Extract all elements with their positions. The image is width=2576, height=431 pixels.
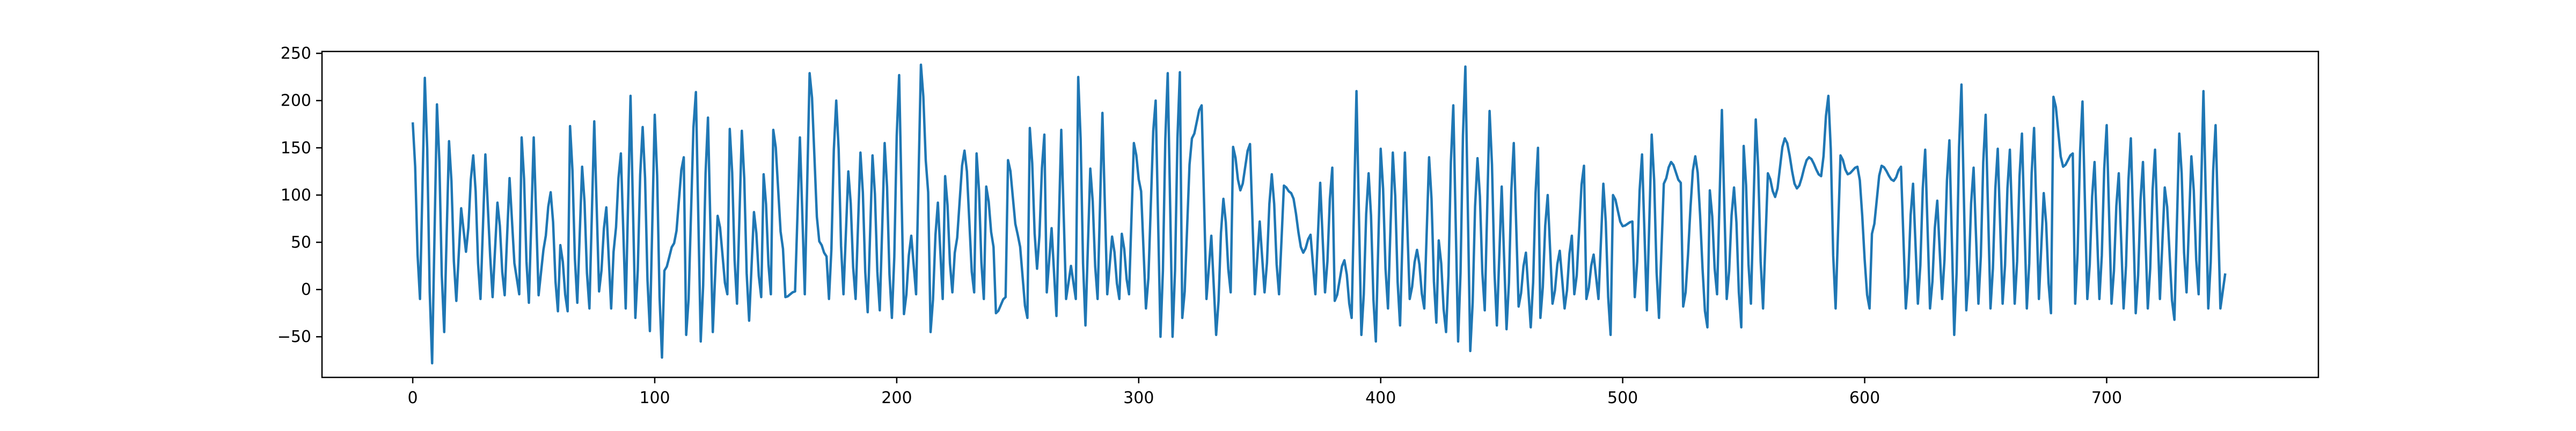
y-tick-label: 250 [281, 44, 311, 63]
x-tick-label: 600 [1849, 389, 1880, 407]
axis-ticks: 0 100 200 300 400 500 600 700 −50 0 50 100 150 200 250 [277, 44, 2122, 407]
x-tick-label: 400 [1365, 389, 1396, 407]
y-tick-label: 200 [281, 92, 311, 110]
y-tick-label: −50 [277, 328, 311, 346]
x-tick-label: 700 [2091, 389, 2122, 407]
y-tick-label: 0 [301, 280, 311, 299]
axes-frame [321, 50, 2319, 378]
x-tick-label: 100 [639, 389, 670, 407]
y-tick-label: 150 [281, 139, 311, 158]
y-tick-label: 50 [291, 233, 311, 252]
x-tick-label: 0 [408, 389, 418, 407]
x-tick-label: 500 [1607, 389, 1638, 407]
y-tick-label: 100 [281, 186, 311, 205]
series-line [411, 63, 2227, 365]
x-tick-label: 200 [881, 389, 912, 407]
plot-area [411, 63, 2227, 365]
x-tick-label: 300 [1123, 389, 1154, 407]
